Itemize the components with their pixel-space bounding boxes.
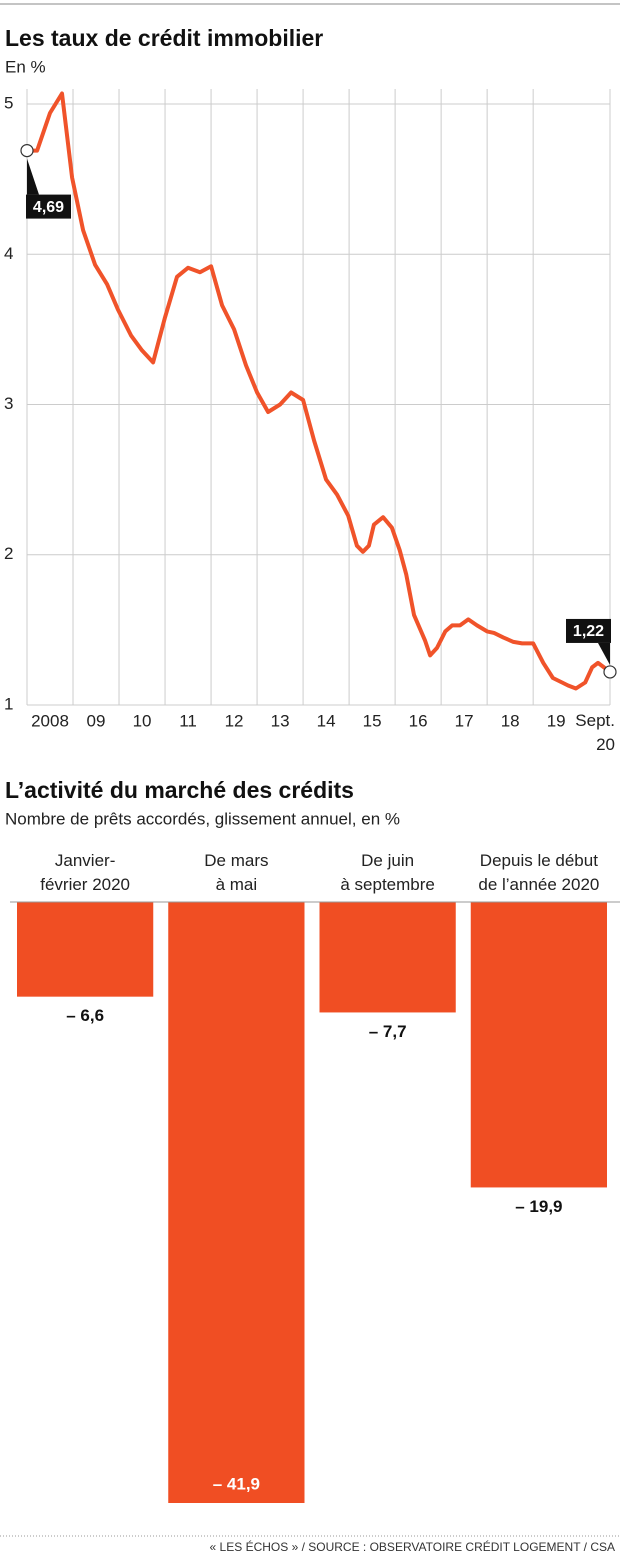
label-pointer (27, 158, 39, 195)
chart-subtitle: En % (5, 57, 46, 76)
x-tick-label: 16 (409, 711, 428, 730)
category-label-line: De juin (361, 851, 414, 870)
x-tick-label: 12 (225, 711, 244, 730)
category-label: Janvier-février 2020 (40, 851, 130, 894)
x-tick-label: 10 (133, 711, 152, 730)
x-tick-label: Sept. 20 (575, 711, 615, 754)
category-label-line: à mai (216, 875, 258, 894)
source: « LES ÉCHOS » / SOURCE : OBSERVATOIRE CR… (210, 1539, 615, 1554)
point-marker (20, 144, 34, 158)
value-label: – 19,9 (515, 1197, 562, 1216)
category-label-line: De mars (204, 851, 268, 870)
y-tick-label: 5 (4, 94, 13, 113)
label-pointer (598, 642, 610, 665)
x-tick-label-line: 20 (596, 735, 615, 754)
point-marker (603, 665, 617, 679)
rate-line (25, 91, 612, 691)
category-label: Depuis le début de l’année 2020 (478, 851, 599, 894)
value-label-box (566, 618, 611, 643)
category-label-line: février 2020 (40, 875, 130, 894)
x-tick-label: 19 (547, 711, 566, 730)
y-tick-label: 3 (4, 394, 13, 413)
chart-subtitle: Nombre de prêts accordés, glissement ann… (5, 809, 400, 828)
bar (168, 902, 305, 1503)
x-tick-label: 2008 (31, 711, 69, 730)
x-tick-label: 14 (317, 711, 336, 730)
x-tick-label-line: Sept. (575, 711, 615, 730)
category-label-line: Janvier- (55, 851, 115, 870)
value-label: 4,69 (33, 199, 64, 216)
y-tick-label: 2 (4, 544, 13, 563)
category-label: De mars à mai (204, 851, 268, 894)
value-label-box (26, 194, 71, 219)
x-tick-label: 17 (455, 711, 474, 730)
category-label-line: Depuis le début (480, 851, 598, 870)
x-tick-label: 15 (363, 711, 382, 730)
y-tick-label: 1 (4, 694, 13, 713)
value-label: – 41,9 (213, 1474, 260, 1493)
category-label: De juin à septembre (340, 851, 435, 894)
value-label: 1,22 (573, 623, 604, 640)
value-label: – 6,6 (66, 1006, 104, 1025)
x-tick-label: 18 (501, 711, 520, 730)
x-tick-label: 11 (179, 711, 197, 730)
y-tick-label: 4 (4, 244, 13, 263)
chart-title: L’activité du marché des crédits (5, 777, 354, 803)
x-tick-label: 13 (271, 711, 290, 730)
category-label-line: de l’année 2020 (478, 875, 599, 894)
bar (319, 902, 456, 1013)
bar (17, 902, 154, 997)
chart-title: Les taux de crédit immobilier (5, 25, 323, 51)
category-label-line: à septembre (340, 875, 435, 894)
x-tick-label: 09 (87, 711, 106, 730)
bar (470, 902, 607, 1188)
value-label: – 7,7 (369, 1022, 407, 1041)
